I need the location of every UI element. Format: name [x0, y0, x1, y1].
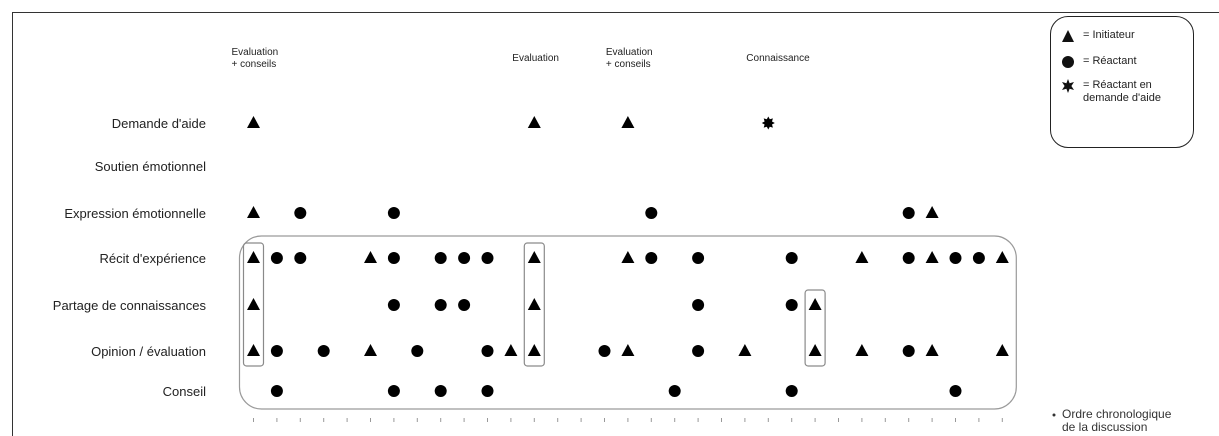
triangle-marker [855, 344, 869, 356]
top-annotation-label: Connaissance [746, 53, 810, 64]
highlight-box [804, 289, 826, 367]
circle-marker [294, 252, 307, 264]
circle-marker [387, 299, 400, 311]
triangle-marker [621, 251, 635, 263]
circle-marker [972, 252, 985, 264]
circle-marker [692, 252, 705, 264]
circle-marker [785, 299, 798, 311]
triangle-icon [1062, 30, 1074, 42]
circle-marker [270, 252, 283, 264]
category-label: Soutien émotionnel [95, 159, 206, 174]
star-marker [761, 116, 775, 130]
circle-marker [458, 299, 471, 311]
circle-marker [692, 299, 705, 311]
circle-marker [434, 252, 447, 264]
triangle-marker [621, 116, 635, 128]
circle-marker [645, 252, 658, 264]
legend-item-initiateur: = Initiateur [1061, 29, 1135, 43]
triangle-marker [504, 344, 518, 356]
legend-item-reactant-demande: = Réactant en demande d'aide [1061, 79, 1187, 105]
circle-marker [434, 385, 447, 397]
highlight-box [523, 242, 545, 367]
circle-marker [481, 385, 494, 397]
circle-marker [270, 385, 283, 397]
triangle-marker [621, 344, 635, 356]
circle-marker [949, 385, 962, 397]
top-annotation-label: + conseils [606, 59, 651, 70]
legend-label: = Initiateur [1083, 29, 1135, 41]
triangle-marker [527, 116, 541, 128]
circle-marker [387, 252, 400, 264]
category-label: Demande d'aide [112, 116, 206, 131]
circle-marker [902, 345, 915, 357]
circle-marker [270, 345, 283, 357]
circle-marker [668, 385, 681, 397]
circle-marker [387, 207, 400, 219]
circle-marker [481, 345, 494, 357]
circle-marker [458, 252, 471, 264]
triangle-marker [247, 344, 260, 356]
category-label: Conseil [163, 384, 206, 399]
triangle-marker [995, 251, 1009, 263]
figure-frame [12, 12, 1219, 436]
x-axis-label-line: de la discussion [1062, 420, 1148, 434]
circle-marker [387, 385, 400, 397]
circle-marker [645, 207, 658, 219]
triangle-marker [247, 298, 260, 310]
triangle-marker [247, 206, 260, 218]
legend: = Initiateur = Réactant = Réactant en de… [1050, 16, 1194, 148]
legend-label: = Réactant en demande d'aide [1083, 79, 1161, 104]
circle-marker [785, 385, 798, 397]
top-annotation-label: Evaluation [606, 47, 653, 58]
legend-label: = Réactant [1083, 55, 1137, 67]
legend-item-reactant: = Réactant [1061, 55, 1137, 69]
triangle-marker [527, 344, 541, 356]
triangle-marker [855, 251, 869, 263]
x-axis-label-line: Ordre chronologique [1062, 407, 1172, 421]
triangle-marker [738, 344, 752, 356]
circle-marker [949, 252, 962, 264]
highlight-box [242, 242, 265, 367]
triangle-marker [364, 251, 377, 263]
circle-marker [598, 345, 611, 357]
triangle-marker [808, 344, 822, 356]
triangle-marker [527, 251, 541, 263]
category-label: Opinion / évaluation [91, 344, 206, 359]
triangle-marker [925, 251, 939, 263]
category-label: Expression émotionnelle [64, 206, 206, 221]
top-annotation-label: + conseils [232, 59, 277, 70]
x-axis-label: Ordre chronologique de la discussion [1062, 408, 1212, 434]
category-label: Récit d'expérience [99, 251, 206, 266]
category-label: Partage de connaissances [53, 298, 207, 313]
triangle-marker [925, 344, 939, 356]
circle-icon [1062, 56, 1074, 68]
circle-marker [294, 207, 307, 219]
grouping-frame [238, 235, 1017, 410]
circle-marker [317, 345, 330, 357]
circle-marker [692, 345, 705, 357]
circle-marker [411, 345, 424, 357]
triangle-marker [808, 298, 822, 310]
x-axis-bullet [1052, 413, 1056, 417]
triangle-marker [995, 344, 1009, 356]
circle-marker [434, 299, 447, 311]
triangle-marker [527, 298, 541, 310]
circle-marker [785, 252, 798, 264]
top-annotation-label: Evaluation [232, 47, 279, 58]
triangle-marker [925, 206, 939, 218]
triangle-marker [364, 344, 377, 356]
circle-marker [902, 207, 915, 219]
circle-marker [481, 252, 494, 264]
triangle-marker [247, 116, 260, 128]
circle-marker [902, 252, 915, 264]
top-annotation-label: Evaluation [512, 53, 559, 64]
triangle-marker [247, 251, 260, 263]
star-icon [1062, 79, 1074, 93]
